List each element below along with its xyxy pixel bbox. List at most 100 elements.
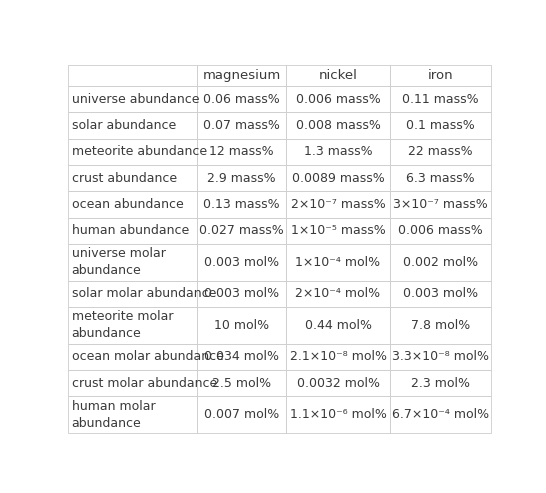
Text: 2.9 mass%: 2.9 mass% — [207, 172, 276, 185]
Text: iron: iron — [428, 69, 453, 82]
Text: universe abundance: universe abundance — [72, 93, 199, 106]
Bar — [197, 281, 286, 307]
Bar — [197, 139, 286, 165]
Text: human abundance: human abundance — [72, 224, 189, 237]
Text: 2.1×10⁻⁸ mol%: 2.1×10⁻⁸ mol% — [289, 351, 387, 363]
Text: nickel: nickel — [318, 69, 358, 82]
Text: 0.006 mass%: 0.006 mass% — [295, 93, 381, 106]
Text: 1×10⁻⁴ mol%: 1×10⁻⁴ mol% — [295, 256, 381, 269]
Text: 0.44 mol%: 0.44 mol% — [305, 319, 371, 332]
Bar — [197, 370, 286, 396]
Bar — [390, 112, 491, 139]
Bar — [286, 307, 390, 344]
Text: 6.3 mass%: 6.3 mass% — [406, 172, 475, 185]
Bar — [197, 344, 286, 370]
Text: ocean molar abundance: ocean molar abundance — [72, 351, 223, 363]
Text: 0.034 mol%: 0.034 mol% — [204, 351, 279, 363]
Text: 0.0032 mol%: 0.0032 mol% — [296, 377, 379, 389]
Bar — [197, 86, 286, 112]
Text: solar molar abundance: solar molar abundance — [72, 287, 216, 300]
Text: 0.006 mass%: 0.006 mass% — [398, 224, 483, 237]
Bar — [286, 112, 390, 139]
Text: magnesium: magnesium — [203, 69, 281, 82]
Text: 2×10⁻⁷ mass%: 2×10⁻⁷ mass% — [290, 198, 385, 211]
Text: 2.3 mol%: 2.3 mol% — [411, 377, 470, 389]
Bar — [197, 65, 286, 86]
Text: universe molar
abundance: universe molar abundance — [72, 247, 165, 277]
Bar — [390, 370, 491, 396]
Bar — [286, 191, 390, 217]
Bar — [68, 191, 197, 217]
Text: meteorite abundance: meteorite abundance — [72, 145, 207, 158]
Bar — [286, 165, 390, 191]
Text: 0.11 mass%: 0.11 mass% — [402, 93, 479, 106]
Text: 0.06 mass%: 0.06 mass% — [203, 93, 280, 106]
Text: solar abundance: solar abundance — [72, 119, 176, 132]
Bar — [286, 65, 390, 86]
Text: 0.0089 mass%: 0.0089 mass% — [292, 172, 384, 185]
Bar — [390, 244, 491, 281]
Bar — [390, 191, 491, 217]
Bar — [390, 139, 491, 165]
Bar — [197, 191, 286, 217]
Text: 2×10⁻⁴ mol%: 2×10⁻⁴ mol% — [295, 287, 381, 300]
Text: crust molar abundance: crust molar abundance — [72, 377, 217, 389]
Bar — [286, 344, 390, 370]
Text: ocean abundance: ocean abundance — [72, 198, 183, 211]
Bar — [390, 281, 491, 307]
Text: 1×10⁻⁵ mass%: 1×10⁻⁵ mass% — [290, 224, 385, 237]
Text: 0.003 mol%: 0.003 mol% — [204, 256, 280, 269]
Bar — [197, 165, 286, 191]
Text: 10 mol%: 10 mol% — [214, 319, 269, 332]
Text: 1.3 mass%: 1.3 mass% — [304, 145, 372, 158]
Text: 6.7×10⁻⁴ mol%: 6.7×10⁻⁴ mol% — [392, 408, 489, 421]
Text: 0.027 mass%: 0.027 mass% — [199, 224, 284, 237]
Bar — [286, 396, 390, 433]
Text: 12 mass%: 12 mass% — [210, 145, 274, 158]
Text: 0.002 mol%: 0.002 mol% — [403, 256, 478, 269]
Text: 3×10⁻⁷ mass%: 3×10⁻⁷ mass% — [393, 198, 488, 211]
Text: 7.8 mol%: 7.8 mol% — [411, 319, 470, 332]
Text: 3.3×10⁻⁸ mol%: 3.3×10⁻⁸ mol% — [392, 351, 489, 363]
Bar — [286, 370, 390, 396]
Bar — [68, 165, 197, 191]
Text: 0.13 mass%: 0.13 mass% — [204, 198, 280, 211]
Text: human molar
abundance: human molar abundance — [72, 400, 155, 430]
Text: 0.003 mol%: 0.003 mol% — [403, 287, 478, 300]
Bar — [68, 344, 197, 370]
Bar — [68, 139, 197, 165]
Bar — [390, 165, 491, 191]
Text: crust abundance: crust abundance — [72, 172, 177, 185]
Text: 22 mass%: 22 mass% — [408, 145, 473, 158]
Text: 2.5 mol%: 2.5 mol% — [212, 377, 271, 389]
Bar — [286, 244, 390, 281]
Bar — [197, 217, 286, 244]
Bar — [286, 139, 390, 165]
Bar — [68, 370, 197, 396]
Bar — [390, 86, 491, 112]
Text: 0.07 mass%: 0.07 mass% — [203, 119, 280, 132]
Text: meteorite molar
abundance: meteorite molar abundance — [72, 311, 173, 340]
Bar — [390, 344, 491, 370]
Bar — [68, 281, 197, 307]
Bar — [286, 86, 390, 112]
Text: 1.1×10⁻⁶ mol%: 1.1×10⁻⁶ mol% — [289, 408, 387, 421]
Text: 0.007 mol%: 0.007 mol% — [204, 408, 280, 421]
Bar — [197, 307, 286, 344]
Bar — [68, 86, 197, 112]
Bar — [68, 65, 197, 86]
Bar — [390, 307, 491, 344]
Bar — [286, 281, 390, 307]
Text: 0.008 mass%: 0.008 mass% — [295, 119, 381, 132]
Bar — [197, 112, 286, 139]
Bar — [390, 65, 491, 86]
Bar — [68, 112, 197, 139]
Bar — [286, 217, 390, 244]
Bar — [390, 217, 491, 244]
Bar — [68, 396, 197, 433]
Bar — [197, 396, 286, 433]
Text: 0.003 mol%: 0.003 mol% — [204, 287, 280, 300]
Bar — [68, 307, 197, 344]
Bar — [68, 217, 197, 244]
Bar — [390, 396, 491, 433]
